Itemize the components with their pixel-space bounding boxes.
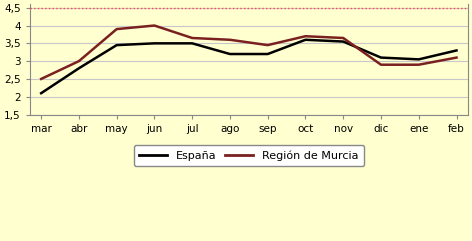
Región de Murcia	[265, 44, 270, 47]
Región de Murcia	[114, 28, 119, 31]
España	[152, 42, 157, 45]
España	[340, 40, 346, 43]
Line: Región de Murcia: Región de Murcia	[41, 26, 456, 79]
Legend: España, Región de Murcia: España, Región de Murcia	[134, 145, 364, 167]
España	[114, 44, 119, 47]
Región de Murcia	[227, 38, 233, 41]
Región de Murcia	[340, 37, 346, 40]
España	[227, 53, 233, 55]
Región de Murcia	[152, 24, 157, 27]
Line: España: España	[41, 40, 456, 93]
España	[265, 53, 270, 55]
Región de Murcia	[303, 35, 308, 38]
Región de Murcia	[378, 63, 384, 66]
Región de Murcia	[454, 56, 459, 59]
España	[303, 38, 308, 41]
Región de Murcia	[76, 60, 82, 63]
Región de Murcia	[38, 78, 44, 80]
España	[378, 56, 384, 59]
España	[38, 92, 44, 95]
España	[454, 49, 459, 52]
Región de Murcia	[416, 63, 421, 66]
España	[76, 67, 82, 70]
España	[416, 58, 421, 61]
España	[189, 42, 195, 45]
Región de Murcia	[189, 37, 195, 40]
